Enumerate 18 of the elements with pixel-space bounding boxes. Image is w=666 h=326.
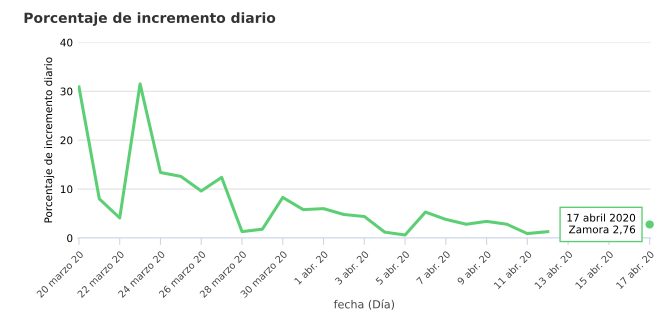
x-tick-label: 9 abr. 20	[456, 250, 492, 286]
x-tick-label: 5 abr. 20	[375, 250, 410, 286]
y-axis-title: Porcentaje de incremento diario	[44, 57, 54, 222]
x-tick-label: 3 abr. 20	[334, 250, 370, 286]
y-tick-label: 10	[60, 185, 72, 194]
chart-title: Porcentaje de incremento diario	[24, 12, 276, 26]
x-tick-label: 15 abr. 20	[574, 250, 614, 290]
y-tick-label: 20	[60, 136, 72, 144]
y-tick-label: 30	[60, 88, 72, 96]
x-tick-label: 17 abr. 20	[616, 250, 655, 290]
y-tick-label: 40	[60, 38, 72, 46]
x-tick-label: 7 abr. 20	[416, 250, 451, 285]
y-tick-label: 0	[67, 234, 72, 242]
x-tick-label: 1 abr. 20	[294, 250, 328, 285]
annotation: 17 abril 2020 Zamora 2,76	[567, 214, 636, 234]
x-tick-label: 11 abr. 20	[493, 250, 532, 290]
x-axis-title: fecha (Día)	[334, 299, 394, 310]
x-tick-label: 13 abr. 20	[534, 250, 573, 290]
